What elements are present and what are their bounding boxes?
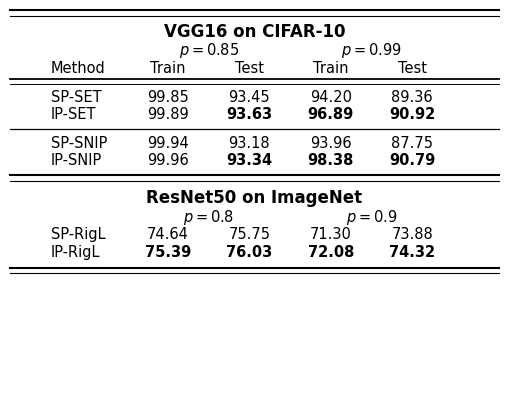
Text: 87.75: 87.75 [391, 136, 433, 151]
Text: Test: Test [235, 61, 264, 76]
Text: 71.30: 71.30 [310, 227, 352, 242]
Text: Train: Train [313, 61, 349, 76]
Text: 98.38: 98.38 [307, 153, 354, 168]
Text: 99.85: 99.85 [147, 90, 189, 105]
Text: SP-RigL: SP-RigL [51, 227, 105, 242]
Text: Test: Test [398, 61, 427, 76]
Text: ResNet50 on ImageNet: ResNet50 on ImageNet [147, 189, 362, 207]
Text: 74.64: 74.64 [147, 227, 189, 242]
Text: 90.79: 90.79 [389, 153, 435, 168]
Text: 93.63: 93.63 [227, 107, 272, 122]
Text: 76.03: 76.03 [227, 245, 272, 260]
Text: 94.20: 94.20 [310, 90, 352, 105]
Text: IP-SNIP: IP-SNIP [51, 153, 102, 168]
Text: $p = 0.9$: $p = 0.9$ [346, 208, 398, 227]
Text: 72.08: 72.08 [307, 245, 354, 260]
Text: 96.89: 96.89 [308, 107, 354, 122]
Text: SP-SNIP: SP-SNIP [51, 136, 107, 151]
Text: VGG16 on CIFAR-10: VGG16 on CIFAR-10 [164, 23, 345, 41]
Text: 90.92: 90.92 [389, 107, 435, 122]
Text: SP-SET: SP-SET [51, 90, 101, 105]
Text: 93.96: 93.96 [310, 136, 352, 151]
Text: IP-RigL: IP-RigL [51, 245, 100, 260]
Text: 99.96: 99.96 [147, 153, 189, 168]
Text: Method: Method [51, 61, 106, 76]
Text: 93.18: 93.18 [229, 136, 270, 151]
Text: 75.75: 75.75 [229, 227, 270, 242]
Text: $p = 0.85$: $p = 0.85$ [179, 41, 239, 60]
Text: 74.32: 74.32 [389, 245, 435, 260]
Text: 93.34: 93.34 [227, 153, 272, 168]
Text: 99.94: 99.94 [147, 136, 189, 151]
Text: 99.89: 99.89 [147, 107, 189, 122]
Text: 89.36: 89.36 [391, 90, 433, 105]
Text: $p = 0.99$: $p = 0.99$ [341, 41, 402, 60]
Text: $p = 0.8$: $p = 0.8$ [183, 208, 234, 227]
Text: IP-SET: IP-SET [51, 107, 96, 122]
Text: Train: Train [150, 61, 186, 76]
Text: 93.45: 93.45 [229, 90, 270, 105]
Text: 73.88: 73.88 [391, 227, 433, 242]
Text: 75.39: 75.39 [145, 245, 191, 260]
